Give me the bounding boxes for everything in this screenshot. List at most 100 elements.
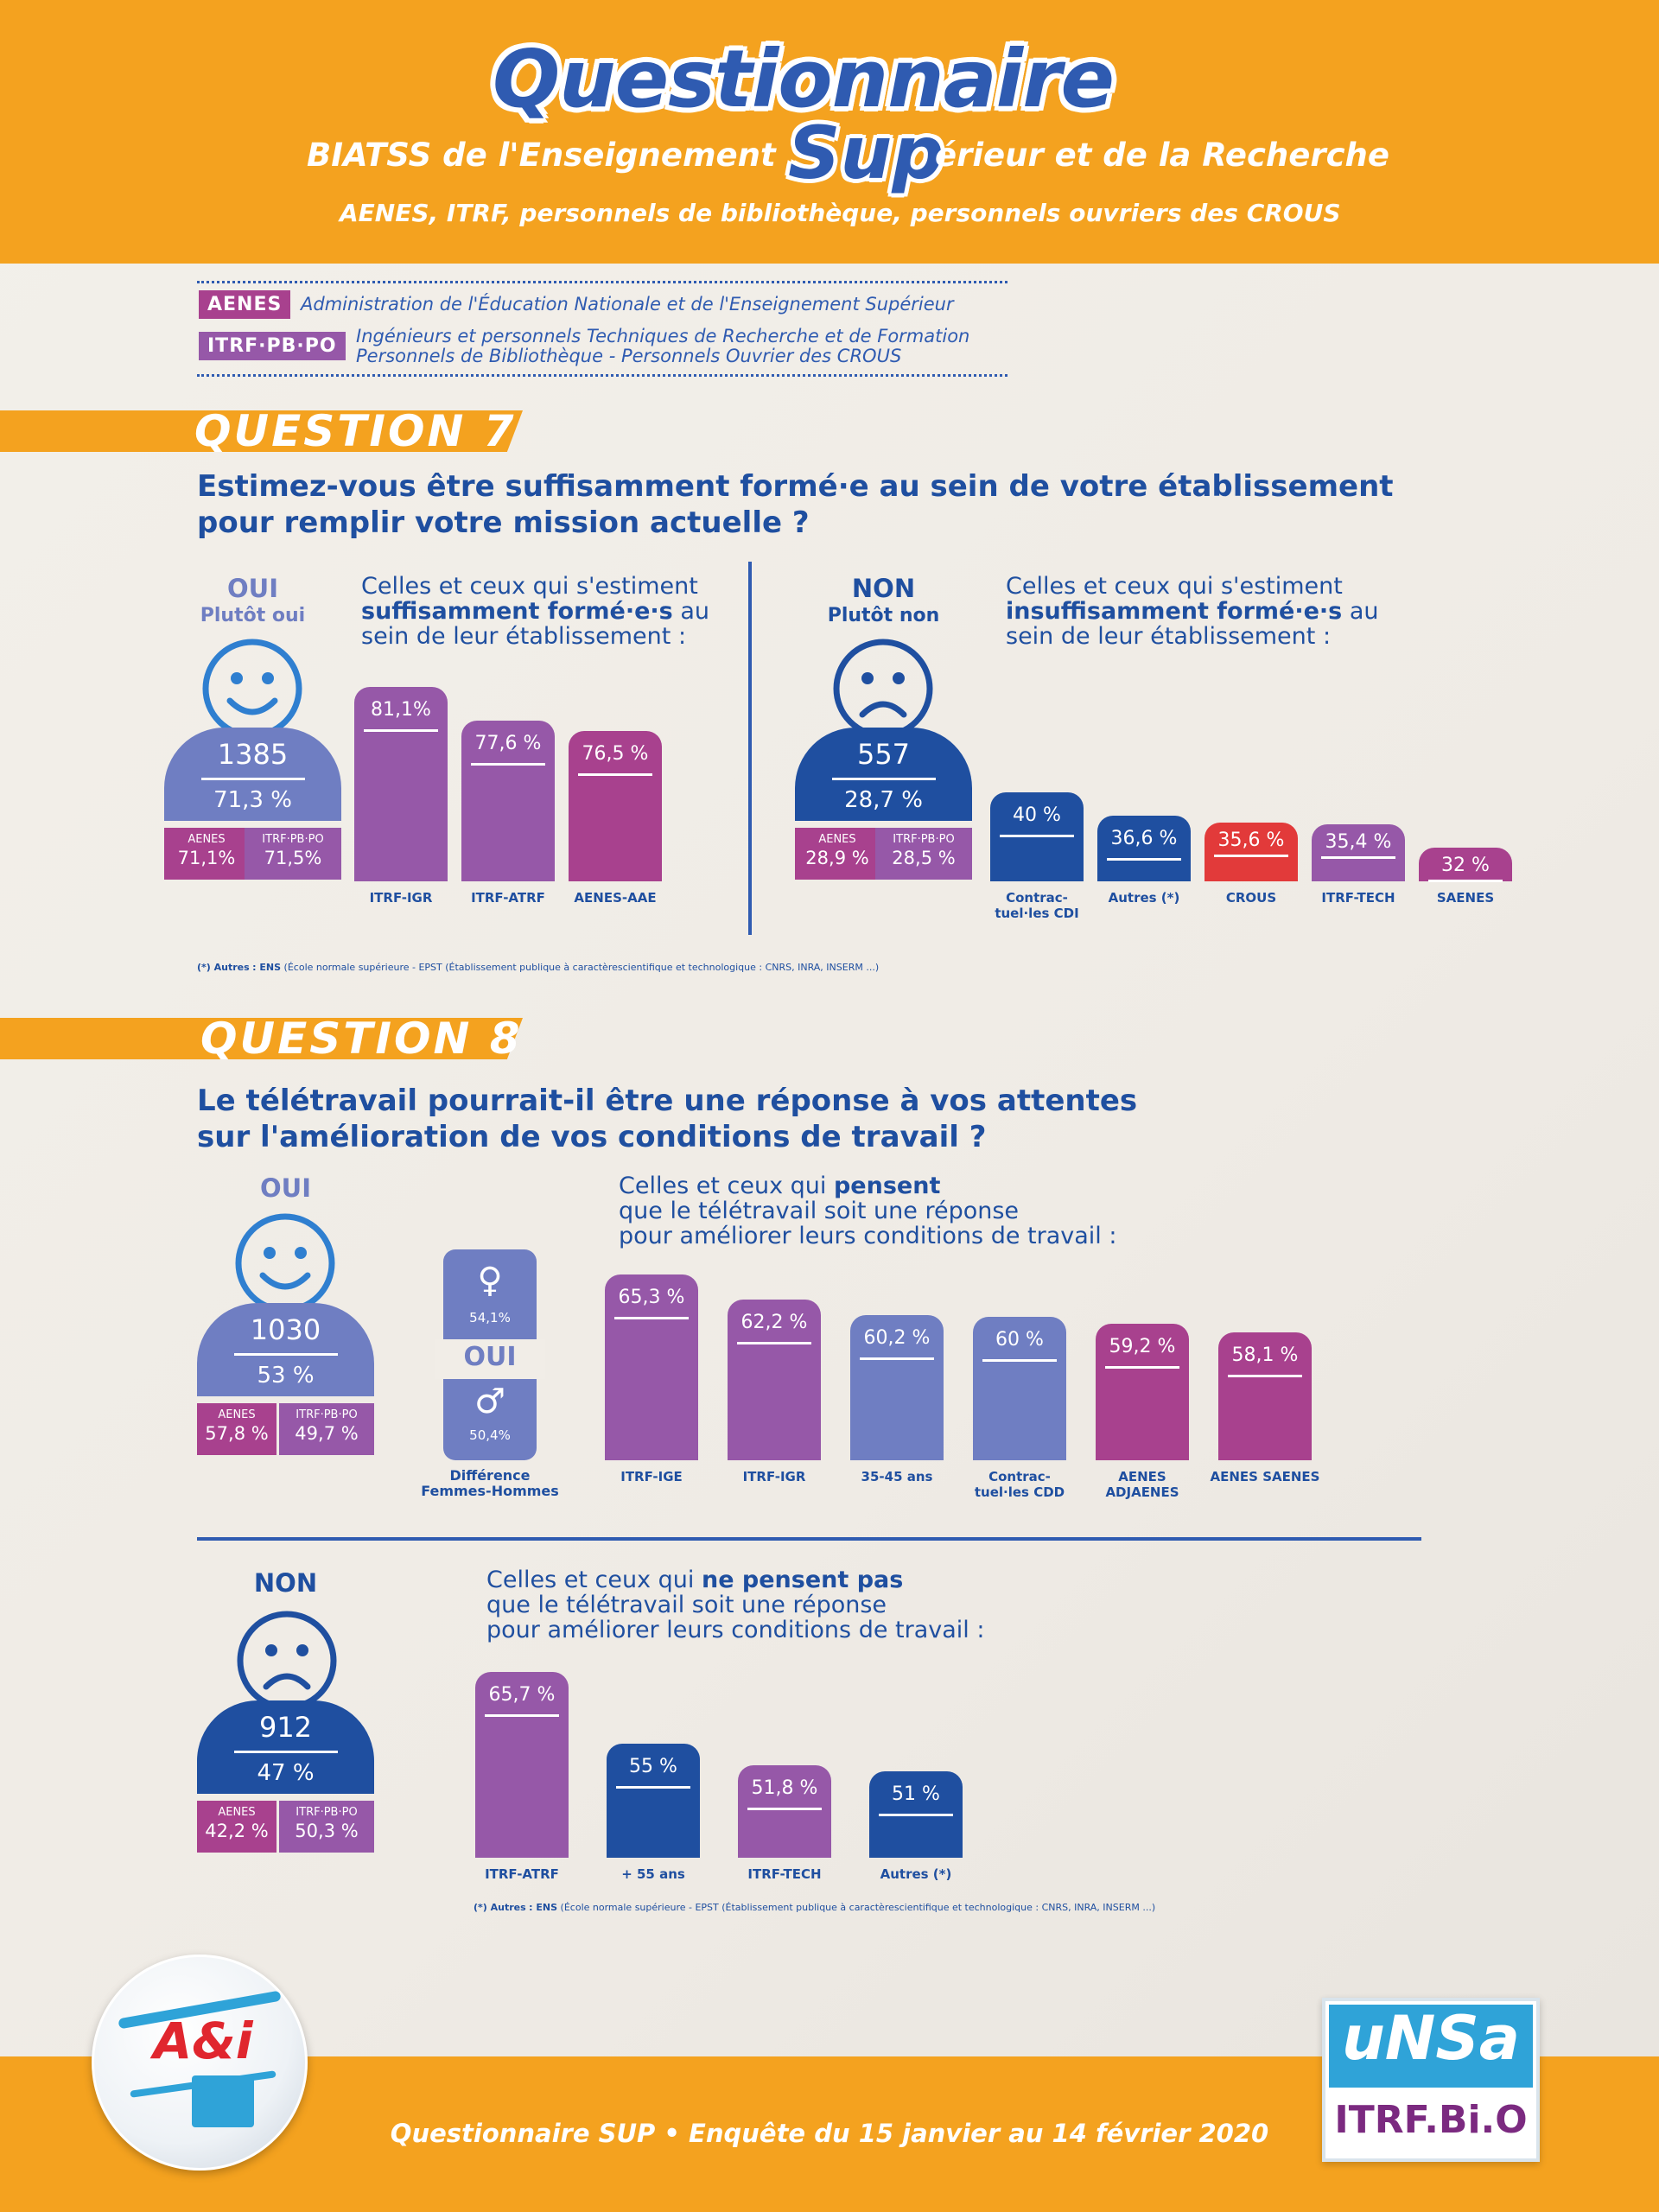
logo-ai-text: A&i [153, 2012, 253, 2070]
q7-footnote-rest: (École normale supérieure - EPST (Établi… [283, 962, 880, 973]
q8-non-desc-2: que le télétravail soit une réponse [486, 1592, 887, 1618]
q8-footnote-b2: : ENS [529, 1902, 558, 1913]
q7-oui-pct: 71,3 % [213, 787, 292, 813]
q8-non-desc-3: pour améliorer leurs conditions de trava… [486, 1617, 985, 1643]
q7-oui-bar: 81,1% [354, 687, 448, 881]
q8-non-sub-aenes-label: AENES [218, 1806, 256, 1819]
q8-oui-bar: 62,2 % [728, 1299, 821, 1460]
q7-non-bar: 35,6 % [1205, 823, 1298, 881]
gender-male-pct: 50,4% [469, 1427, 511, 1443]
q8-non-sub-itrf: ITRF·PB·PO 50,3 % [279, 1801, 374, 1853]
subtitle-sup: Sup [788, 111, 944, 195]
q8-non-bar-category: ITRF-ATRF [485, 1866, 559, 1882]
q8-oui-pct: 53 % [257, 1363, 315, 1389]
q8-oui-bar-value: 59,2 % [1109, 1335, 1176, 1357]
q8-oui-head: OUI [260, 1173, 311, 1203]
q8-oui-bar-value: 60 % [995, 1329, 1044, 1351]
q7-oui-desc-1: Celles et ceux qui s'estiment [361, 573, 698, 600]
q7-non-body: 557 28,7 % [795, 728, 972, 821]
q8-non-desc-1a: Celles et ceux qui [486, 1567, 702, 1593]
q8-non-bar-value: 51,8 % [751, 1777, 818, 1800]
q8-footnote-b1: (*) Autres [474, 1902, 526, 1913]
q8-non-rule [233, 1751, 338, 1753]
q8-non-bar-value: 55 % [629, 1756, 677, 1778]
q7-non-desc-bold: insuffisamment formé·e·s [1006, 598, 1343, 625]
q7-oui-bar: 77,6 % [461, 720, 555, 881]
question-7-text-2: pour remplir votre mission actuelle ? [197, 505, 810, 540]
frowny-icon [833, 639, 933, 739]
q7-oui-rule [200, 778, 305, 780]
gender-female-pct: 54,1% [469, 1310, 511, 1325]
q8-oui-bar: 65,3 % [605, 1274, 698, 1460]
question-8-text-2: sur l'amélioration de vos conditions de … [197, 1120, 987, 1154]
q7-non-bar-value: 35,6 % [1217, 830, 1285, 852]
q7-non-sub-aenes: AENES 28,9 % [795, 828, 880, 880]
q7-non-bar: 40 % [990, 792, 1084, 881]
q7-non-bar-category: Autres (*) [1108, 890, 1180, 906]
q8-oui-body: 1030 53 % [197, 1303, 374, 1396]
q7-non-count: 557 [856, 738, 911, 771]
q8-footnote: (*) Autres : ENS (École normale supérieu… [474, 1902, 1155, 1913]
logo-ai [92, 1955, 308, 2171]
q7-non-rule [831, 778, 936, 780]
q7-non-bar-value: 36,6 % [1110, 828, 1178, 850]
q8-oui-bar-rule [1228, 1374, 1302, 1377]
q8-oui-bar-value: 60,2 % [863, 1327, 931, 1350]
q7-oui-sub-itrf-value: 71,5% [264, 848, 322, 868]
q8-oui-bar-category: 35-45 ans [861, 1469, 933, 1484]
q7-non-bar-category: ITRF-TECH [1321, 890, 1395, 906]
q8-footnote-rest: (École normale supérieure - EPST (Établi… [560, 1902, 1156, 1913]
gender-caption-2: Femmes-Hommes [421, 1483, 559, 1499]
header-band [0, 0, 1659, 264]
q7-oui-body: 1385 71,3 % [164, 728, 341, 821]
female-icon: ♀ [477, 1261, 503, 1300]
question-7-banner [0, 410, 523, 452]
q8-oui-count: 1030 [250, 1313, 321, 1346]
q8-non-bar-value: 65,7 % [488, 1684, 556, 1706]
q8-oui-bar-rule [860, 1357, 934, 1361]
frowny-icon [237, 1611, 337, 1711]
q7-oui-desc-2: au [672, 598, 710, 625]
legend-text-itrf-2: Personnels de Bibliothèque - Personnels … [356, 346, 902, 366]
q7-oui-desc-3: sein de leur établissement : [361, 623, 687, 650]
q8-non-bar-category: ITRF-TECH [747, 1866, 822, 1882]
logo-unsa-text: uNSa [1341, 2003, 1521, 2074]
q7-non-bar: 36,6 % [1097, 816, 1191, 881]
q7-footnote: (*) Autres : ENS (École normale supérieu… [197, 962, 879, 973]
q7-oui-bar-category: AENES-AAE [574, 890, 657, 906]
q8-oui-desc: Celles et ceux qui pensent que le télétr… [619, 1173, 1116, 1249]
q8-oui-sub-itrf: ITRF·PB·PO 49,7 % [279, 1403, 374, 1455]
q8-oui-bar-category: ITRF-IGE [620, 1469, 683, 1484]
q7-oui-subhead: Plutôt oui [200, 605, 306, 626]
q7-non-pct: 28,7 % [844, 787, 923, 813]
q8-oui-desc-2: que le télétravail soit une réponse [619, 1198, 1020, 1224]
q8-oui-sub-itrf-label: ITRF·PB·PO [296, 1408, 358, 1421]
q7-non-sub-itrf-value: 28,5 % [892, 848, 956, 868]
q8-non-count: 912 [258, 1711, 313, 1744]
q8-non-bar: 55 % [607, 1744, 700, 1858]
legend-text-itrf-1: Ingénieurs et personnels Techniques de R… [356, 326, 970, 346]
q7-non-desc: Celles et ceux qui s'estiment insuffisam… [1006, 574, 1378, 649]
q7-oui-desc: Celles et ceux qui s'estiment suffisamme… [361, 574, 709, 649]
q7-non-desc-1: Celles et ceux qui s'estiment [1006, 573, 1343, 600]
q7-oui-bar-rule [364, 729, 438, 732]
q7-non-bar-value: 32 % [1441, 855, 1490, 876]
q7-non-bar-rule [1428, 880, 1503, 882]
subtitle-left: BIATSS de l'Enseignement [307, 137, 776, 174]
q7-oui-count: 1385 [217, 738, 289, 771]
q8-oui-bar-value: 58,1 % [1231, 1344, 1299, 1366]
q7-oui-head: OUI [227, 574, 278, 603]
q7-oui-sub-itrf: ITRF·PB·PO 71,5% [245, 828, 341, 880]
q7-non-desc-2: au [1342, 598, 1379, 625]
q8-oui-rule [233, 1353, 338, 1356]
smiley-icon [202, 639, 302, 739]
q8-horizontal-divider [197, 1537, 1421, 1541]
subtitle-right: érieur et de la Recherche [935, 137, 1389, 174]
q8-non-pct: 47 % [257, 1760, 315, 1786]
legend-text-aenes: Administration de l'Éducation Nationale … [301, 294, 954, 315]
logo-ai-unsa-badge [192, 2075, 254, 2127]
question-8-text-1: Le télétravail pourrait-il être une répo… [197, 1084, 1138, 1118]
q7-non-sub-aenes-value: 28,9 % [805, 848, 869, 868]
q7-oui-bar-rule [471, 762, 545, 766]
q8-non-head: NON [253, 1568, 318, 1598]
